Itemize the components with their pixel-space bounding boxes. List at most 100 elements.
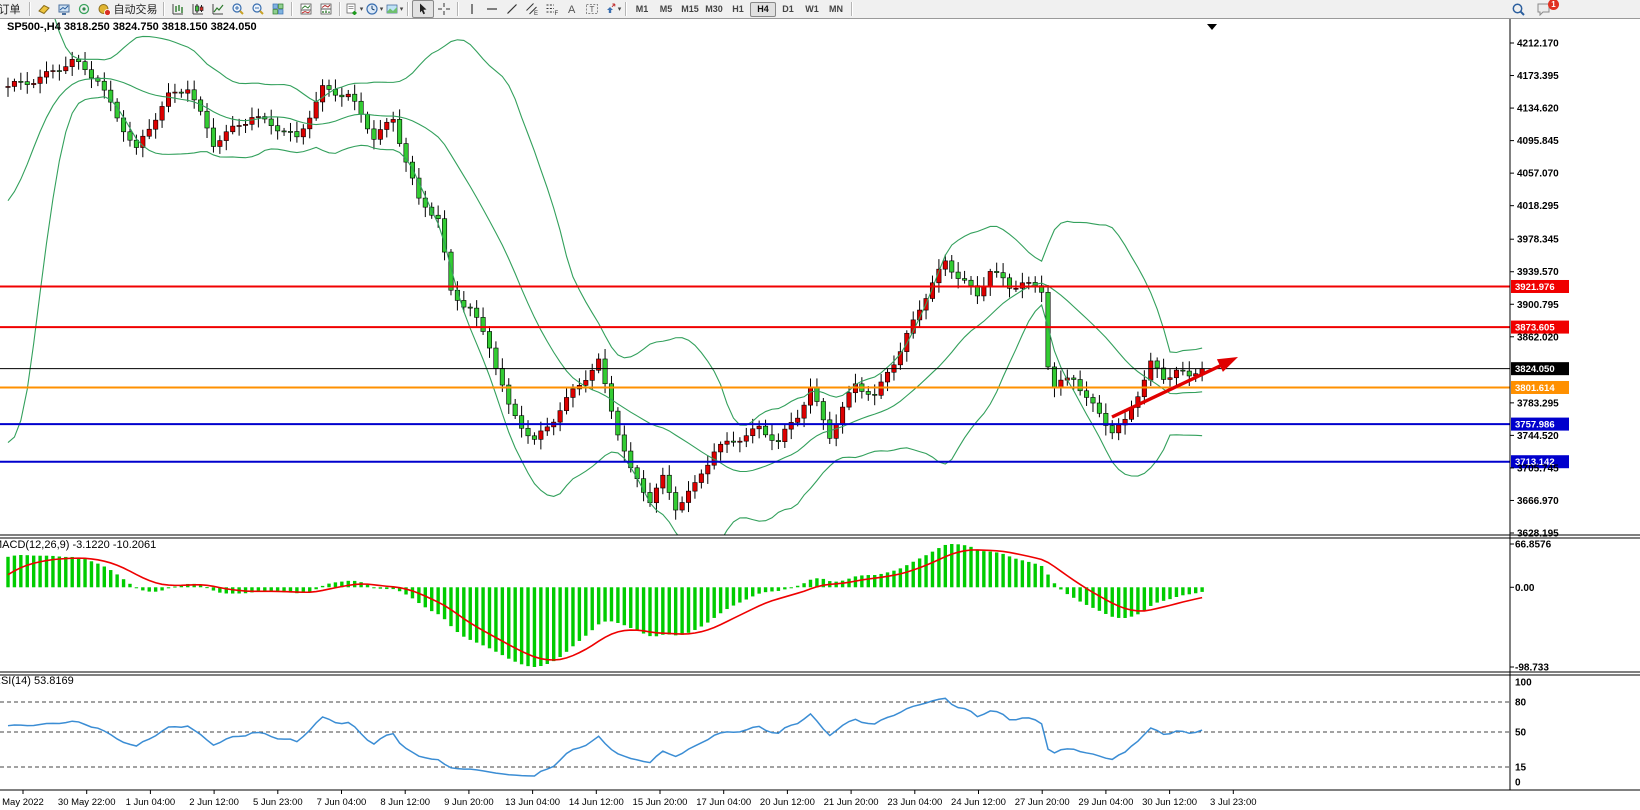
time-tick-label: 30 May 22:00 xyxy=(58,797,116,808)
equidistant-channel-icon: E xyxy=(526,3,538,16)
bollinger-bands xyxy=(7,18,1203,535)
chart-area[interactable]: 3921.976 3873.605 3801.614 3757.986 3713.142… xyxy=(0,18,1640,810)
template-button[interactable]: ▾ xyxy=(384,1,404,17)
dropdown-caret-icon[interactable]: ▾ xyxy=(359,6,364,13)
tab-d1[interactable]: D1 xyxy=(782,4,794,14)
text-label-icon: T xyxy=(586,4,598,14)
price-tick-label: 4173.395 xyxy=(1517,71,1559,82)
search-icon xyxy=(1512,3,1525,16)
vertical-line-tool-button[interactable] xyxy=(462,1,482,17)
vertical-line-icon xyxy=(471,4,473,14)
text-label-tool-button[interactable]: T xyxy=(582,1,602,17)
time-tick-label: 20 Jun 12:00 xyxy=(760,797,815,808)
time-tick-label: 8 Jun 12:00 xyxy=(380,797,430,808)
zoom-in-button[interactable] xyxy=(228,1,248,17)
price-tick-label: 4212.170 xyxy=(1517,39,1559,50)
bar-chart-icon xyxy=(172,4,183,15)
price-tick-label: 3900.795 xyxy=(1517,300,1559,311)
macd-histogram xyxy=(6,544,1204,667)
zoom-out-icon xyxy=(252,3,264,15)
svg-text:E: E xyxy=(534,11,538,16)
rsi-tick-label: 0 xyxy=(1515,778,1521,789)
tab-m1[interactable]: M1 xyxy=(635,4,649,14)
line-chart-icon xyxy=(212,4,224,15)
rsi-line xyxy=(7,697,1203,777)
arrows-tool-button[interactable]: ▾ xyxy=(602,1,622,17)
autotrade-button[interactable]: 自动交易 xyxy=(94,1,160,17)
tile-windows-icon xyxy=(272,3,284,15)
macd-tick-label: 66.8576 xyxy=(1515,540,1552,551)
fibonacci-tool-button[interactable]: F xyxy=(542,1,562,17)
cursor-icon xyxy=(420,3,427,15)
svg-text:3713.142: 3713.142 xyxy=(1515,457,1555,468)
trendline-tool-button[interactable] xyxy=(502,1,522,17)
channel-tool-button[interactable]: E xyxy=(522,1,542,17)
tab-h1[interactable]: H1 xyxy=(732,4,744,14)
text-tool-button[interactable]: A xyxy=(562,1,582,17)
time-tick-label: 23 Jun 04:00 xyxy=(887,797,942,808)
trend-arrow-head xyxy=(1216,357,1238,372)
search-button[interactable] xyxy=(1508,1,1528,17)
svg-text:3921.976: 3921.976 xyxy=(1515,282,1555,293)
rsi-tick-label: 50 xyxy=(1515,728,1527,739)
time-tick-label: 15 Jun 20:00 xyxy=(633,797,688,808)
tile-windows-button[interactable] xyxy=(268,1,288,17)
cursor-tool-button[interactable] xyxy=(412,0,434,18)
price-tick-label: 3666.970 xyxy=(1517,496,1559,507)
dropdown-caret-icon[interactable]: ▾ xyxy=(617,6,622,13)
crosshair-tool-button[interactable] xyxy=(434,1,454,17)
tab-m30[interactable]: M30 xyxy=(705,4,723,14)
macd-indicator-label: MACD(12,26,9) -3.1220 -10.2061 xyxy=(0,539,157,551)
time-tick-label: 17 Jun 04:00 xyxy=(696,797,751,808)
time-tick-label: 7 Jun 04:00 xyxy=(317,797,367,808)
svg-text:3801.614: 3801.614 xyxy=(1515,383,1555,394)
fibonacci-icon: F xyxy=(546,4,559,16)
candlestick-chart-button[interactable] xyxy=(188,1,208,17)
tab-w1[interactable]: W1 xyxy=(805,4,819,14)
price-tick-label: 4095.845 xyxy=(1517,136,1559,147)
tab-m5[interactable]: M5 xyxy=(659,4,673,14)
toolbar-divider xyxy=(291,2,293,16)
new-order-icon-button[interactable] xyxy=(34,1,54,17)
dropdown-caret-icon[interactable]: ▾ xyxy=(399,6,404,13)
svg-text:A: A xyxy=(568,4,576,16)
market-watch-icon xyxy=(58,4,70,15)
time-tick-label: 14 Jun 12:00 xyxy=(569,797,624,808)
time-tick-label: 24 Jun 12:00 xyxy=(951,797,1006,808)
time-tick-label: 27 Jun 20:00 xyxy=(1015,797,1070,808)
signals-button[interactable] xyxy=(74,1,94,17)
crosshair-icon xyxy=(438,3,450,15)
price-tick-label: 4057.070 xyxy=(1517,169,1559,180)
line-chart-button[interactable] xyxy=(208,1,228,17)
bar-chart-button[interactable] xyxy=(168,1,188,17)
time-tick-label: 9 Jun 20:00 xyxy=(444,797,494,808)
price-badge xyxy=(1511,455,1569,469)
horizontal-line-tool-button[interactable] xyxy=(482,1,502,17)
notifications-button[interactable]: 1 xyxy=(1534,0,1559,17)
indicator-window-button[interactable] xyxy=(296,1,316,17)
time-tick-label: 1 Jun 04:00 xyxy=(126,797,176,808)
market-watch-button[interactable] xyxy=(54,1,74,17)
rsi-tick-label: 80 xyxy=(1515,698,1527,709)
price-tick-label: 3978.345 xyxy=(1517,235,1559,246)
svg-text:3757.986: 3757.986 xyxy=(1515,420,1555,431)
add-indicator-button[interactable]: ▾ xyxy=(344,1,364,17)
zoom-out-button[interactable] xyxy=(248,1,268,17)
price-tick-label: 4018.295 xyxy=(1517,201,1559,212)
tab-mn[interactable]: MN xyxy=(829,4,843,14)
tab-h4[interactable]: H4 xyxy=(750,1,776,17)
zoom-in-icon xyxy=(232,3,244,15)
toolbar-divider xyxy=(851,2,853,16)
price-badge xyxy=(1511,380,1569,394)
price-tick-label: 3783.295 xyxy=(1517,398,1559,409)
ohlc-values-label: 3818.250 3824.750 3818.150 3824.050 xyxy=(63,21,257,33)
period-button[interactable]: ▾ xyxy=(364,1,384,17)
toolbar-divider xyxy=(29,2,31,16)
order-book-icon xyxy=(38,4,50,15)
tab-m15[interactable]: M15 xyxy=(681,4,699,14)
time-tick-label: 30 Jun 12:00 xyxy=(1142,797,1197,808)
new-order-button[interactable]: 订单 xyxy=(0,1,26,17)
rsi-indicator-label: RSI(14) 53.8169 xyxy=(0,675,74,687)
dropdown-caret-icon[interactable]: ▾ xyxy=(379,6,384,13)
indicator-window-2-button[interactable] xyxy=(316,1,336,17)
